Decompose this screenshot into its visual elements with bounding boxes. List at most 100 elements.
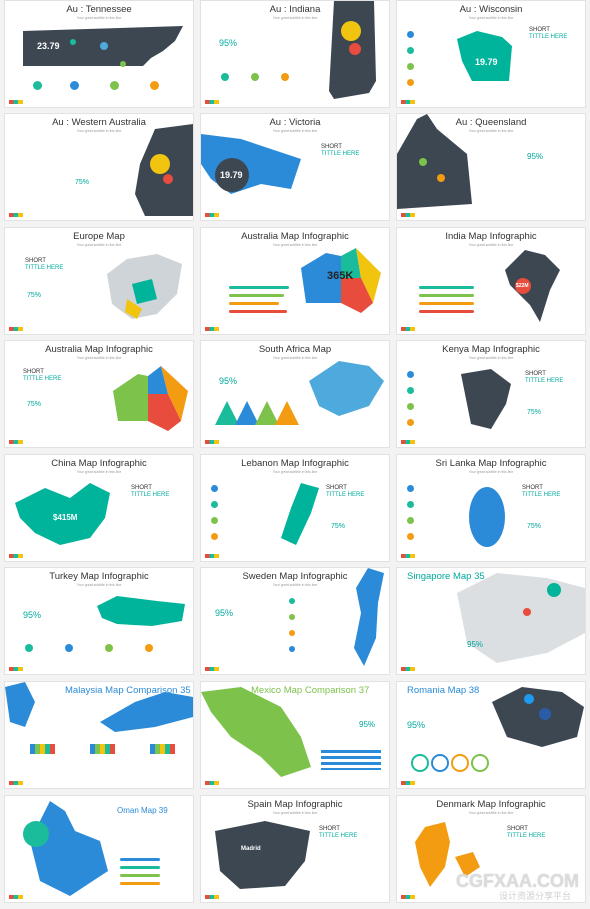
slide-subtitle: Your great subtitle in this line [468, 16, 514, 20]
feature-icon [105, 644, 113, 652]
short-label: SHORT [529, 27, 550, 33]
slide-western-australia[interactable]: Au : Western Australia Your great subtit… [5, 114, 193, 220]
stat-value: 95% [215, 608, 234, 618]
slide-tennessee[interactable]: Au : Tennessee Your great subtitle in th… [5, 1, 193, 107]
slide-subtitle: Your great subtitle in this line [468, 811, 514, 815]
stat-value: 95% [219, 38, 238, 48]
feature-icon [281, 73, 289, 81]
short-label: SHORT [23, 369, 44, 375]
city-label: Madrid [241, 846, 261, 852]
item-icon [211, 533, 218, 540]
feature-icon [150, 81, 159, 90]
item-icon [407, 533, 414, 540]
short-title: SHORT TITTLE HERE [507, 826, 545, 840]
slide-title: India Map Infographic [445, 231, 537, 242]
slide-queensland[interactable]: Au : Queensland Your great subtitle in t… [397, 114, 585, 220]
brand-logo [205, 100, 219, 104]
slide-title: Au : Wisconsin [459, 4, 523, 15]
item-icon [407, 47, 414, 54]
list-icon [289, 646, 295, 652]
slide-subtitle: Your great subtitle in this line [272, 811, 318, 815]
lebanon-map [281, 483, 319, 545]
slide-spain[interactable]: Spain Map Infographic Your great subtitl… [201, 796, 389, 902]
node-icon [70, 39, 76, 45]
slide-title: Mexico Map Comparison 37 [251, 685, 370, 696]
slide-subtitle: Your great subtitle in this line [468, 470, 514, 474]
pin-icon [349, 43, 361, 55]
bar-group [150, 744, 175, 754]
node-icon [120, 61, 126, 67]
brand-logo [401, 440, 415, 444]
brand-logo [401, 100, 415, 104]
slide-subtitle: Your great subtitle in this line [468, 356, 514, 360]
singapore-map [457, 573, 585, 663]
slide-title: Romania Map 38 [407, 685, 480, 696]
tittle-label: TITTLE HERE [529, 34, 568, 40]
feature-icon [70, 81, 79, 90]
slide-indiana[interactable]: Au : Indiana Your great subtitle in this… [201, 1, 389, 107]
slide-australia-infographic[interactable]: Australia Map Infographic Your great sub… [201, 228, 389, 334]
slide-oman[interactable]: Oman Map 39 [5, 796, 193, 902]
item-icon [407, 485, 414, 492]
slide-wisconsin[interactable]: Au : Wisconsin Your great subtitle in th… [397, 1, 585, 107]
slide-india[interactable]: India Map Infographic Your great subtitl… [397, 228, 585, 334]
stat-value: 95% [219, 376, 238, 386]
brand-logo [9, 100, 23, 104]
short-title: SHORT TITTLE HERE [522, 485, 560, 499]
short-label: SHORT [522, 485, 543, 491]
watermark-subtext: 设计资源分享平台 [498, 891, 571, 901]
stat-value: 75% [331, 523, 346, 530]
brand-logo [205, 327, 219, 331]
kenya-map [461, 369, 511, 429]
tittle-label: TITTLE HERE [525, 378, 564, 384]
tittle-label: TITTLE HERE [23, 376, 62, 382]
brand-logo [205, 667, 219, 671]
brand-logo [401, 213, 415, 217]
slide-subtitle: Your great subtitle in this line [272, 356, 318, 360]
slide-malaysia[interactable]: Malaysia Map Comparison 35 [5, 682, 193, 788]
slide-sri-lanka[interactable]: Sri Lanka Map Infographic Your great sub… [397, 455, 585, 561]
slide-subtitle: Your great subtitle in this line [76, 129, 122, 133]
slide-lebanon[interactable]: Lebanon Map Infographic Your great subti… [201, 455, 389, 561]
slide-china[interactable]: China Map Infographic Your great subtitl… [5, 455, 193, 561]
item-icon [407, 79, 414, 86]
watermark-text: CGFXAA.COM [456, 871, 579, 891]
progress-bar [120, 858, 160, 861]
slide-singapore[interactable]: Singapore Map 35 95% [397, 568, 585, 674]
progress-bar [229, 294, 284, 297]
triangle-chart [215, 401, 299, 425]
pin-icon [150, 154, 170, 174]
tittle-label: TITTLE HERE [326, 492, 365, 498]
europe-map [107, 254, 182, 319]
slide-title: Lebanon Map Infographic [241, 458, 349, 469]
slide-europe[interactable]: Europe Map Your great subtitle in this l… [5, 228, 193, 334]
slide-title: Sri Lanka Map Infographic [435, 458, 547, 469]
south-africa-map [309, 361, 384, 416]
australia-map [113, 366, 188, 431]
slide-victoria[interactable]: Au : Victoria Your great subtitle in thi… [201, 114, 389, 220]
brand-logo [9, 554, 23, 558]
romania-map [492, 687, 584, 747]
stat-circle [215, 158, 249, 192]
slide-turkey[interactable]: Turkey Map Infographic Your great subtit… [5, 568, 193, 674]
stat-value: 75% [527, 523, 542, 530]
facebook-icon [539, 708, 551, 720]
slide-title: Au : Western Australia [52, 117, 146, 128]
slide-title: Turkey Map Infographic [49, 571, 149, 582]
slide-mexico[interactable]: Mexico Map Comparison 37 95% [201, 682, 389, 788]
progress-bar [419, 310, 474, 313]
slide-title: China Map Infographic [51, 458, 147, 469]
slide-sweden[interactable]: Sweden Map Infographic Your great subtit… [201, 568, 389, 674]
twitter-icon [524, 694, 534, 704]
slide-australia-infographic-2[interactable]: Australia Map Infographic Your great sub… [5, 341, 193, 447]
slide-south-africa[interactable]: South Africa Map Your great subtitle in … [201, 341, 389, 447]
slide-title: Spain Map Infographic [247, 799, 343, 810]
spain-map [215, 821, 310, 889]
short-title: SHORT TITTLE HERE [23, 369, 61, 383]
slide-romania[interactable]: Romania Map 38 95% [397, 682, 585, 788]
item-icon [407, 63, 414, 70]
slide-kenya[interactable]: Kenya Map Infographic Your great subtitl… [397, 341, 585, 447]
tittle-label: TITTLE HERE [321, 151, 360, 157]
slide-denmark[interactable]: Denmark Map Infographic Your great subti… [397, 796, 585, 902]
stat-value: $415M [53, 513, 78, 522]
